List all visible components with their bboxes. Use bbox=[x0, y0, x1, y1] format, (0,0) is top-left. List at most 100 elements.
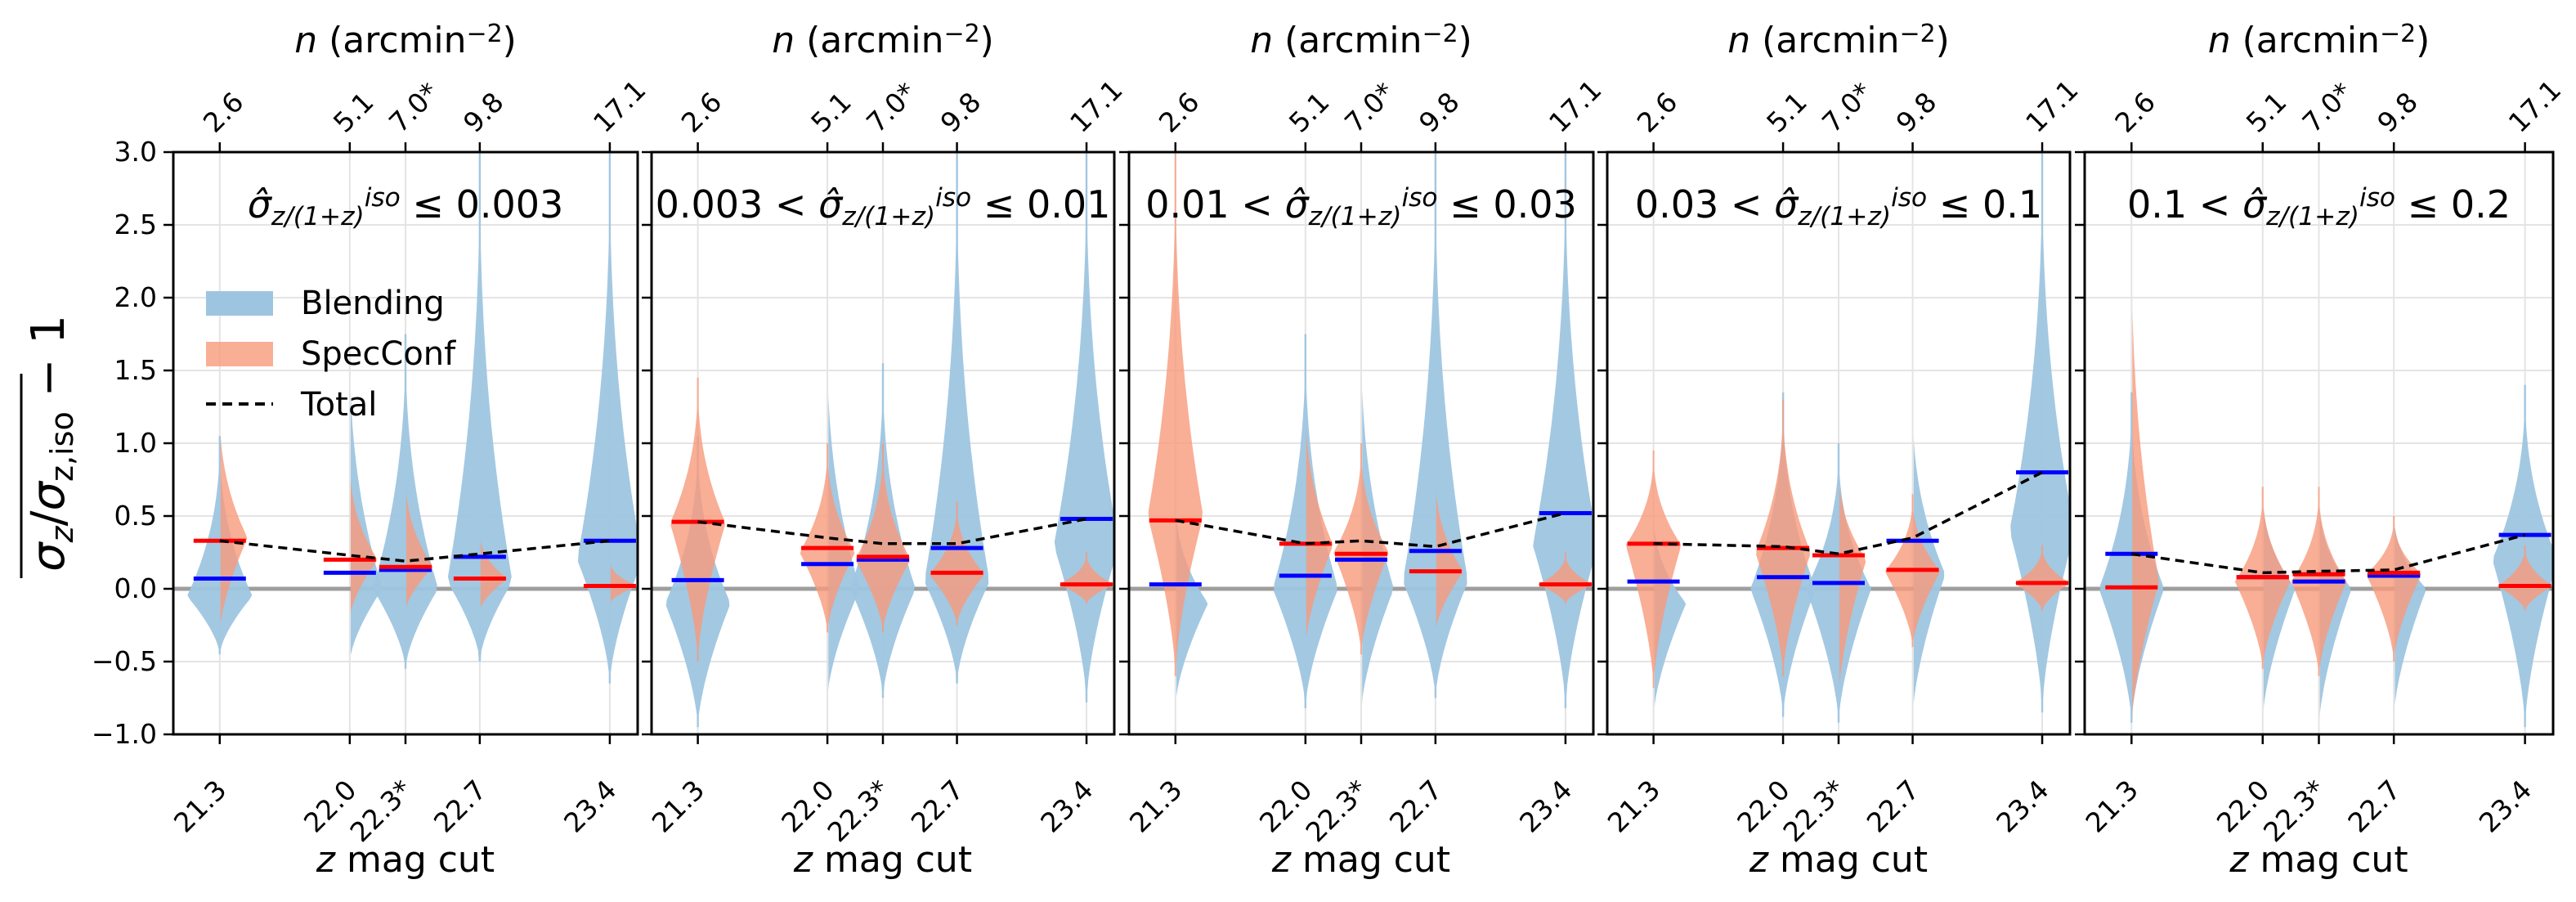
specconf-violin bbox=[1756, 399, 1810, 676]
x-tick-label: 22.3* bbox=[2257, 774, 2332, 848]
x-tick-label: 22.7 bbox=[1861, 774, 1926, 839]
x-tick-label: 22.3* bbox=[343, 774, 418, 848]
x-axis-title: z mag cut bbox=[316, 839, 495, 881]
panel-title: σ̂z/(1+z)iso ≤ 0.003 bbox=[248, 182, 564, 231]
panel-plot-area bbox=[2085, 152, 2553, 734]
blending-violin bbox=[2493, 384, 2553, 728]
x-tick-label: 21.3 bbox=[1602, 774, 1667, 839]
specconf-violin bbox=[1839, 464, 1866, 693]
x-axis-title: z mag cut bbox=[793, 839, 972, 881]
total-line bbox=[1653, 471, 2043, 556]
top-tick-label: 5.1 bbox=[1760, 86, 1813, 139]
panel-2: 21.32.622.05.122.3*7.0*22.79.823.417.1z … bbox=[642, 20, 1129, 881]
specconf-violin bbox=[406, 472, 433, 608]
x-tick-label: 23.4 bbox=[1513, 774, 1579, 839]
legend-swatch-blending bbox=[206, 291, 273, 316]
y-tick-label: −0.5 bbox=[92, 645, 157, 677]
blending-violin bbox=[374, 334, 437, 669]
panel-5: 21.32.622.05.122.3*7.0*22.79.823.417.1z … bbox=[2075, 20, 2568, 881]
blending-violin bbox=[1913, 399, 1945, 711]
specconf-violin bbox=[220, 406, 248, 628]
x-tick-label: 23.4 bbox=[1034, 774, 1100, 839]
specconf-violin bbox=[350, 457, 377, 615]
x-axis-title: z mag cut bbox=[1271, 839, 1450, 881]
specconf-violin bbox=[1148, 152, 1203, 676]
panel-title: 0.01 < σ̂z/(1+z)iso ≤ 0.03 bbox=[1145, 182, 1577, 231]
blending-violin bbox=[1362, 334, 1394, 705]
x-tick-label: 22.3* bbox=[821, 774, 895, 848]
specconf-violin bbox=[930, 501, 984, 626]
blending-violin bbox=[1274, 334, 1337, 708]
specconf-violin bbox=[2367, 516, 2421, 662]
legend-label-total: Total bbox=[300, 386, 377, 424]
blending-violin bbox=[1054, 152, 1114, 702]
y-tick-label: 1.5 bbox=[114, 354, 157, 386]
specconf-violin bbox=[2014, 545, 2070, 611]
blending-violin bbox=[1533, 152, 1593, 708]
panel-1: −1.0−0.50.00.51.01.52.02.53.021.32.622.0… bbox=[92, 20, 652, 882]
legend: Blending SpecConf Total bbox=[206, 285, 456, 424]
specconf-violin bbox=[1333, 443, 1389, 655]
x-axis-title: z mag cut bbox=[2229, 839, 2408, 881]
specconf-violin bbox=[1538, 552, 1593, 604]
y-axis-title: σz/σz,iso − 1 bbox=[22, 315, 80, 572]
top-tick-label: 17.1 bbox=[2502, 74, 2568, 139]
top-tick-label: 5.1 bbox=[804, 86, 858, 139]
legend-label-specconf: SpecConf bbox=[301, 335, 456, 373]
blending-violin bbox=[1654, 509, 1687, 713]
top-tick-label: 17.1 bbox=[2019, 74, 2085, 139]
panel-plot-area bbox=[173, 152, 638, 734]
specconf-violin bbox=[480, 530, 508, 609]
top-axis-title: n (arcmin−2) bbox=[294, 20, 517, 62]
top-tick-label: 17.1 bbox=[587, 74, 652, 139]
top-tick-label: 9.8 bbox=[457, 86, 510, 139]
top-tick-label: 2.6 bbox=[2108, 86, 2162, 139]
panel-plot-area bbox=[1129, 152, 1593, 734]
specconf-violin bbox=[2498, 545, 2553, 611]
total-line bbox=[2131, 533, 2526, 575]
x-tick-label: 22.7 bbox=[905, 774, 970, 839]
top-axis-title: n (arcmin−2) bbox=[772, 20, 994, 62]
top-tick-label: 5.1 bbox=[327, 86, 380, 139]
x-tick-label: 22.3* bbox=[1776, 774, 1851, 848]
specconf-violin bbox=[1626, 450, 1681, 688]
x-tick-label: 21.3 bbox=[168, 774, 233, 839]
specconf-violin bbox=[800, 443, 855, 633]
blending-violin bbox=[2010, 152, 2070, 713]
panel-plot-area bbox=[652, 152, 1114, 734]
y-tick-label: 2.5 bbox=[114, 209, 157, 240]
specconf-violin bbox=[610, 559, 638, 603]
y-tick-label: 3.0 bbox=[114, 136, 157, 168]
x-axis-title: z mag cut bbox=[1749, 839, 1928, 881]
specconf-violin bbox=[856, 443, 910, 633]
specconf-violin bbox=[670, 377, 725, 662]
x-tick-label: 22.3* bbox=[1299, 774, 1373, 848]
top-tick-label: 9.8 bbox=[1890, 86, 1943, 139]
legend-swatch-specconf bbox=[206, 342, 273, 366]
top-tick-label: 7.0* bbox=[860, 76, 922, 138]
top-tick-label: 17.1 bbox=[1543, 74, 1608, 139]
top-axis-title: n (arcmin−2) bbox=[2208, 20, 2430, 62]
y-tick-label: −1.0 bbox=[92, 718, 157, 750]
y-tick-label: 1.0 bbox=[114, 427, 157, 459]
specconf-violin bbox=[1306, 399, 1333, 642]
top-axis-title: n (arcmin−2) bbox=[1727, 20, 1950, 62]
top-tick-label: 2.6 bbox=[1631, 86, 1684, 139]
x-tick-label: 22.7 bbox=[2341, 774, 2407, 839]
panel-plot-area bbox=[1607, 152, 2070, 734]
x-tick-label: 22.7 bbox=[428, 774, 493, 839]
x-tick-label: 22.7 bbox=[1383, 774, 1449, 839]
blending-violin bbox=[447, 152, 512, 662]
top-tick-label: 7.0* bbox=[1338, 76, 1400, 138]
specconf-violin bbox=[1059, 552, 1114, 604]
x-tick-label: 21.3 bbox=[2079, 774, 2144, 839]
top-axis-title: n (arcmin−2) bbox=[1250, 20, 1472, 62]
x-tick-label: 23.4 bbox=[1990, 774, 2055, 839]
top-tick-label: 9.8 bbox=[2371, 86, 2424, 139]
blending-violin bbox=[577, 152, 638, 684]
y-tick-label: 0.5 bbox=[114, 500, 157, 532]
legend-label-blending: Blending bbox=[301, 285, 445, 322]
top-tick-label: 17.1 bbox=[1064, 74, 1129, 139]
panel-3: 21.32.622.05.122.3*7.0*22.79.823.417.1z … bbox=[1119, 20, 1608, 881]
top-tick-label: 7.0* bbox=[383, 76, 445, 138]
